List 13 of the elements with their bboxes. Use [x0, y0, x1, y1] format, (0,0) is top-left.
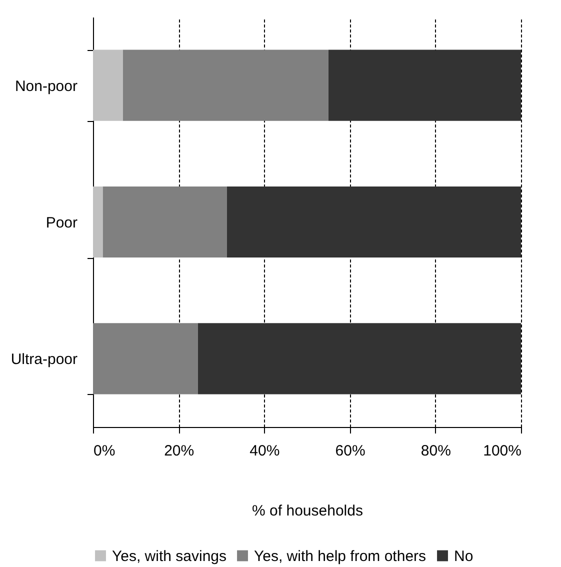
legend-label: Yes, with help from others [254, 548, 426, 565]
y-tick-label: Poor [46, 214, 78, 232]
legend-label: No [454, 548, 474, 565]
x-axis-title: % of households [252, 502, 363, 520]
x-tick-label: 100% [483, 442, 522, 460]
x-tick-label: 40% [250, 442, 280, 460]
y-tick-label: Non-poor [14, 78, 78, 95]
y-tick-label: Ultra-poor [10, 351, 78, 368]
x-tick-label: 60% [335, 442, 366, 460]
x-tick-label: 80% [420, 442, 451, 460]
x-tick-label: 20% [164, 442, 194, 460]
x-tick-label: 0% [94, 442, 116, 460]
legend-label: Yes, with savings [112, 548, 227, 565]
